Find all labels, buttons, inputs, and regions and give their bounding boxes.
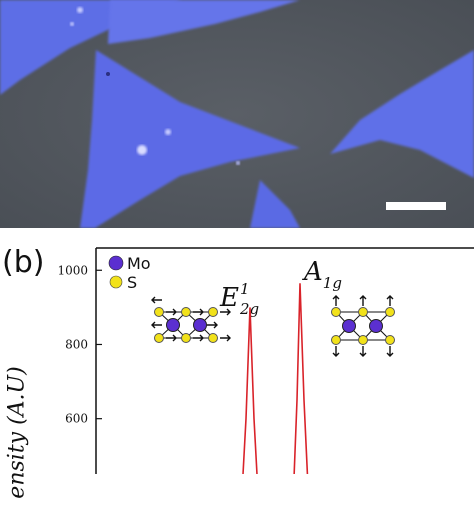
legend-mo-marker (108, 255, 124, 271)
peak-label-e2g: E1 2g (219, 280, 259, 318)
y-tick-label: 1000 (57, 263, 88, 277)
flake-bottom (250, 180, 300, 228)
legend-s-marker (109, 275, 123, 289)
legend-mo-label: Mo (127, 254, 151, 273)
bright-spot (165, 129, 171, 135)
s-atom (358, 335, 368, 345)
flake-top-left (0, 0, 182, 95)
mo-atom (342, 319, 356, 333)
peak-label-e2g-sup: 1 (240, 280, 250, 298)
a1g-mode-schematic (331, 295, 395, 357)
s-atom (154, 307, 164, 317)
bright-spot (236, 161, 240, 165)
mo-atom (193, 318, 207, 332)
optical-micrograph (0, 0, 474, 228)
flake-center (80, 50, 300, 228)
bright-spot (70, 22, 74, 26)
dark-spot (106, 72, 110, 76)
mo-atom (166, 318, 180, 332)
raman-spectrum-line (242, 283, 309, 474)
y-ticks: 4006008001000 (57, 263, 102, 426)
panel-label-b: (b) (2, 245, 45, 280)
peak-label-a1g: A1g (302, 257, 342, 292)
s-atom (331, 307, 341, 317)
s-atom (385, 335, 395, 345)
peak-label-a1g-base: A (302, 257, 323, 287)
y-tick-label: 800 (65, 337, 88, 351)
s-atom (208, 307, 218, 317)
bright-spot (77, 7, 83, 13)
peak-label-a1g-sub: 1g (323, 274, 342, 292)
scale-bar (386, 202, 446, 210)
s-atom (181, 333, 191, 343)
y-tick-label: 600 (65, 412, 88, 426)
peak-label-e2g-base: E (219, 283, 239, 313)
mo-atom (369, 319, 383, 333)
e2g-mode-schematic (151, 296, 231, 343)
peak-label-e2g-sub: 2g (239, 300, 259, 318)
micrograph-svg (0, 0, 474, 228)
s-atom (385, 307, 395, 317)
s-atom (208, 333, 218, 343)
s-atom (181, 307, 191, 317)
flake-right (330, 50, 474, 178)
legend-s-label: S (127, 273, 137, 292)
bright-spot (137, 145, 147, 155)
flake-top-right (108, 0, 300, 44)
s-atom (331, 335, 341, 345)
s-atom (154, 333, 164, 343)
s-atom (358, 307, 368, 317)
